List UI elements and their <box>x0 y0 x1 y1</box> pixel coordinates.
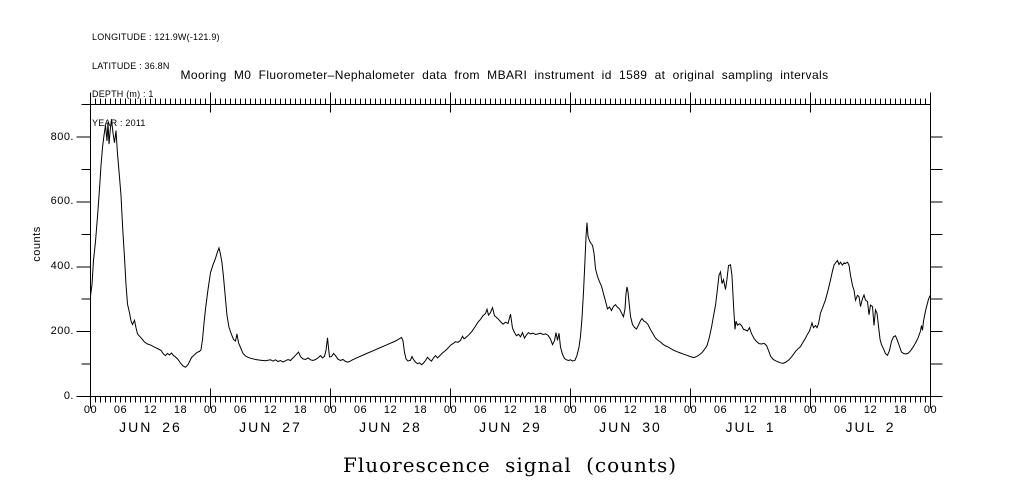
plot-frame <box>90 104 931 397</box>
x-hour-label: 00 <box>803 404 818 416</box>
x-day-label: JUL 2 <box>845 419 896 435</box>
x-hour-label: 18 <box>173 404 188 416</box>
x-hour-label: 06 <box>833 404 848 416</box>
y-tick-label: 400. <box>50 260 74 273</box>
x-hour-label: 12 <box>383 404 398 416</box>
plot-title: Mooring M0 Fluorometer–Nephalometer data… <box>180 68 829 82</box>
x-day-label: JUN 26 <box>119 419 182 435</box>
x-hour-label: 18 <box>413 404 428 416</box>
x-hour-label: 06 <box>353 404 368 416</box>
x-hour-label: 12 <box>863 404 878 416</box>
x-day-label: JUN 29 <box>479 419 542 435</box>
metadata-block: LONGITUDE : 121.9W(-121.9) LATITUDE : 36… <box>92 14 220 147</box>
x-hour-label: 06 <box>713 404 728 416</box>
x-hour-label: 18 <box>653 404 668 416</box>
metadata-latitude: LATITUDE : 36.8N <box>92 60 170 71</box>
x-day-label: JUN 28 <box>359 419 422 435</box>
x-hour-label: 00 <box>563 404 578 416</box>
x-hour-label: 18 <box>773 404 788 416</box>
x-hour-label: 00 <box>443 404 458 416</box>
y-tick-label: 0. <box>63 390 74 402</box>
x-axis-label: Fluorescence signal (counts) <box>342 453 678 477</box>
x-hour-label: 06 <box>233 404 248 416</box>
y-tick-label: 600. <box>50 195 74 208</box>
x-hour-label: 00 <box>203 404 218 416</box>
x-day-label: JUL 1 <box>725 419 776 435</box>
data-line <box>90 119 931 368</box>
x-hour-label: 00 <box>323 404 338 416</box>
x-hour-label: 12 <box>503 404 518 416</box>
x-hour-label: 00 <box>923 404 938 416</box>
x-hour-label: 18 <box>533 404 548 416</box>
x-hour-label: 12 <box>623 404 638 416</box>
axis-ticks <box>76 92 943 409</box>
x-hour-label: 18 <box>293 404 308 416</box>
metadata-depth: DEPTH (m) : 1 <box>92 89 154 99</box>
x-hour-label: 00 <box>683 404 698 416</box>
metadata-year: YEAR : 2011 <box>92 117 146 128</box>
x-hour-label: 12 <box>143 404 158 416</box>
y-tick-label: 800. <box>50 130 74 143</box>
x-hour-label: 00 <box>83 404 98 416</box>
x-hour-label: 12 <box>743 404 758 416</box>
x-day-label: JUN 27 <box>239 419 302 435</box>
x-hour-label: 06 <box>113 404 128 416</box>
x-day-label: JUN 30 <box>599 419 662 435</box>
metadata-longitude: LONGITUDE : 121.9W(-121.9) <box>92 32 220 42</box>
y-tick-label: 200. <box>50 325 74 338</box>
x-hour-label: 18 <box>893 404 908 416</box>
x-hour-label: 12 <box>263 404 278 416</box>
x-hour-label: 06 <box>593 404 608 416</box>
x-hour-label: 06 <box>473 404 488 416</box>
